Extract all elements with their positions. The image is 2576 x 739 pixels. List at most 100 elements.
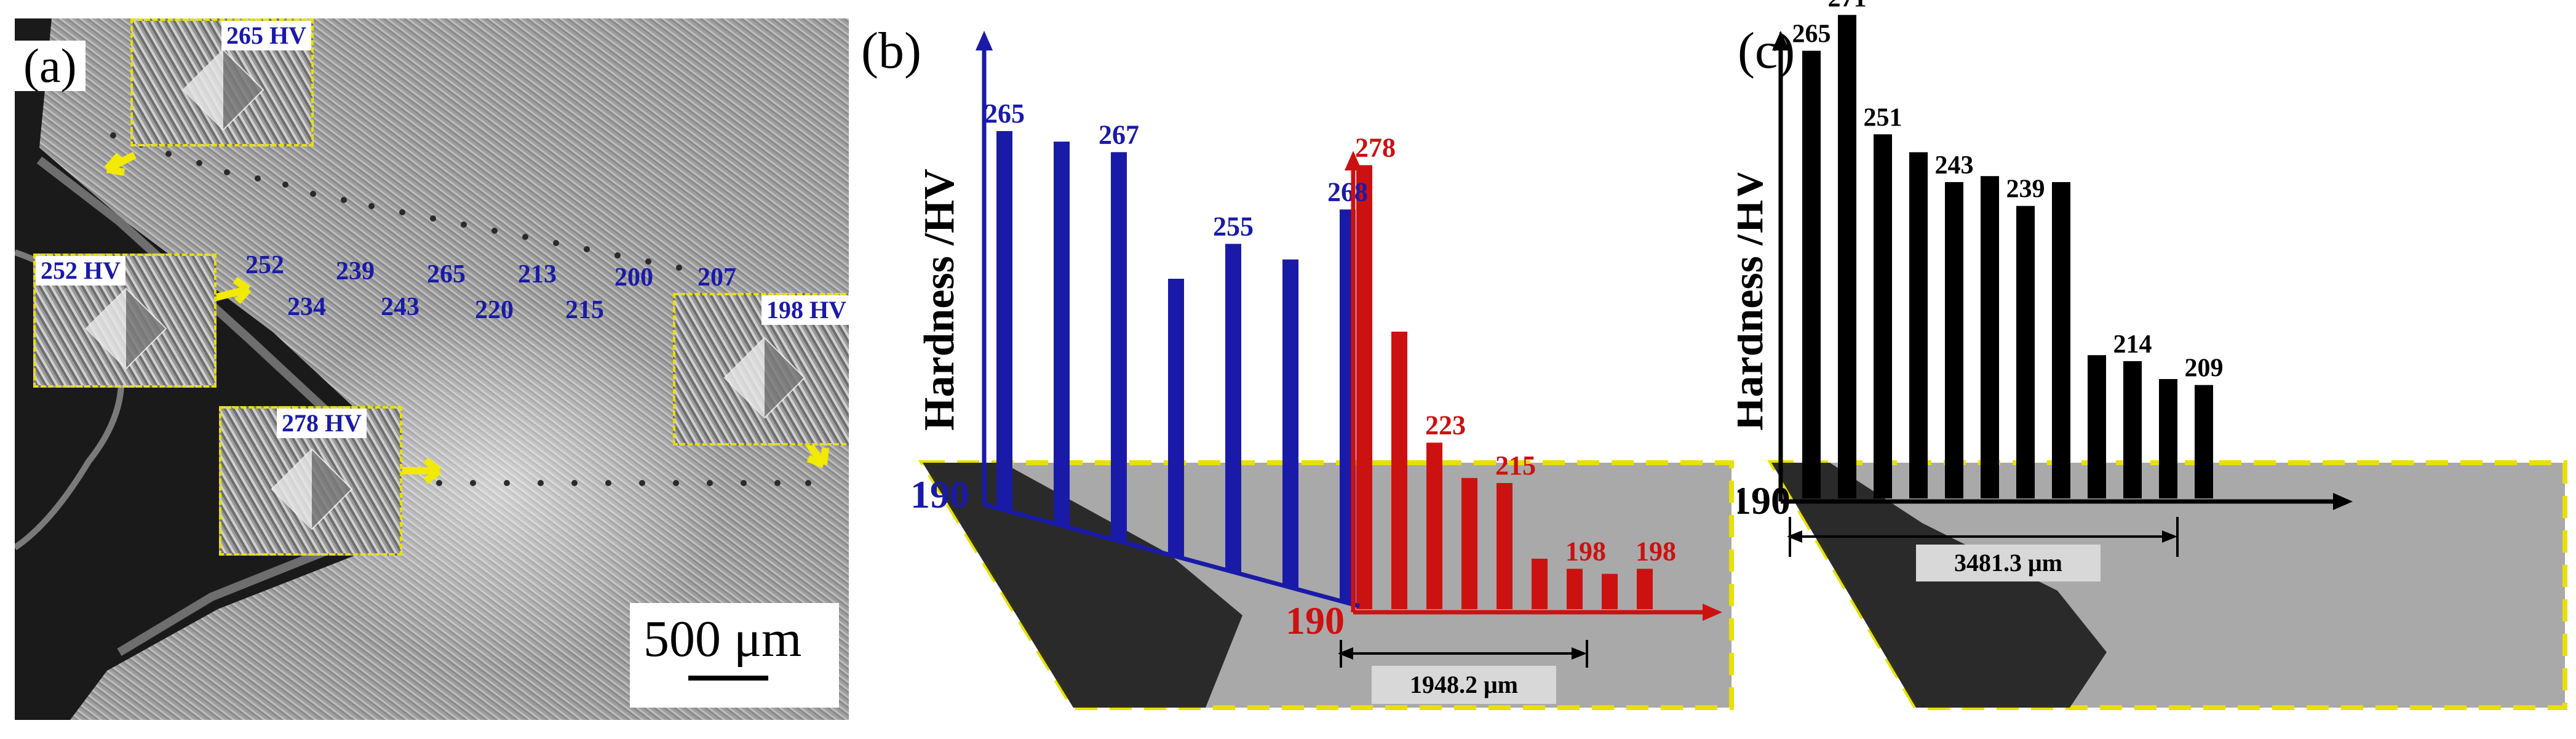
bar-blue [1111,152,1127,541]
inset-hv-label: 198 HV [761,295,849,325]
panel-c-chart: 265271251243239214209 3481.3 μm (c) 190 … [1725,0,2576,736]
bar [1945,182,1963,498]
inset-278: 278 HV [219,406,402,556]
indent-mark-icon [85,287,167,369]
hardness-value: 234 [287,293,326,321]
bar [2123,361,2142,498]
bar [2088,355,2106,498]
scale-bar-line [688,676,768,681]
data-label: 214 [2113,330,2152,359]
bar-red [1567,569,1583,609]
data-label: 198 [1636,536,1676,566]
panel-label: (b) [861,22,921,79]
bar-red [1637,569,1653,609]
scale-bar: 500 μm [630,603,839,708]
distance-arrow-icon [1338,647,1353,660]
data-label: 265 [984,98,1025,129]
bar [2016,206,2035,498]
inset-hv-label: 252 HV [36,256,125,286]
distance-label-bg [1372,666,1556,704]
distance-arrow-icon [1787,530,1802,543]
data-label: 223 [1425,410,1466,440]
chart-b-svg: 265 267 255 268 278 223 215 198 198 1948.2 μm (b… [861,22,1734,710]
x-axis-red-arrow-icon [1703,604,1722,621]
base-dark-region [1771,463,2107,708]
y-axis-label: Hardness /HV [1738,169,1772,431]
bar-blue [1054,142,1070,525]
bar-blue [1225,244,1241,572]
inset-hv-label: 278 HV [277,409,367,438]
y-axis-label: Hardness /HV [916,169,963,431]
micrograph-image: 265 HV 252 HV 278 HV 198 HV 252 239 265 … [15,18,849,720]
y-min-label: 190 [1738,479,1791,522]
hardness-value: 239 [336,257,375,286]
hardness-value: 207 [698,263,736,292]
data-label: 265 [1792,20,1831,49]
data-label: 268 [1327,177,1368,207]
hardness-value: 265 [427,260,466,289]
distance-label-bg [1916,545,2101,581]
data-label: 271 [1828,0,1867,12]
base-dark-region [923,463,1242,708]
distance-label: 1948.2 μm [1410,671,1518,698]
chart-c-axes: 3481.3 μm [1772,31,2353,581]
bar [2195,385,2213,498]
indent-mark-icon [182,49,264,131]
bar-red [1461,477,1477,609]
bar [1981,176,1999,498]
panel-label: (a) [15,41,85,91]
y-axis-arrow-icon [976,31,993,50]
hardness-value: 215 [565,296,604,324]
bar-red [1602,573,1618,609]
hardness-value: 252 [245,251,284,279]
bar-red [1426,442,1442,609]
chart-b-axes: 1948.2 μm [976,31,1722,704]
bar-blue [1168,279,1184,556]
data-label: 267 [1099,119,1139,150]
data-label: 243 [1935,151,1974,180]
inset-265: 265 HV [130,18,314,146]
distance-arrow-icon [2162,530,2177,543]
bar-red [1356,165,1372,609]
data-label: 239 [2006,175,2045,204]
data-label: 278 [1355,132,1396,162]
bar-blue [996,131,1012,509]
distance-label: 3481.3 μm [1954,549,2062,577]
data-label: 255 [1213,211,1254,241]
scale-bar-label: 500 μm [643,610,802,668]
bar [1802,50,1821,498]
y-axis-arrow-icon [1772,31,1789,50]
distance-arrow-icon [1572,647,1587,660]
y-axis-red-arrow-icon [1345,151,1362,170]
panel-a-micrograph: 265 HV 252 HV 278 HV 198 HV 252 239 265 … [0,0,861,736]
indent-mark-icon [271,448,353,530]
y-min-label: 190 [910,473,969,516]
x-axis-arrow-icon [2333,493,2353,510]
bar [2159,379,2177,498]
data-label: 251 [1864,103,1902,132]
hardness-value: 220 [475,296,514,324]
bar [1874,134,1892,499]
hardness-value: 200 [614,263,653,292]
chart-c-svg: 265271251243239214209 3481.3 μm (c) 190 … [1725,0,2567,710]
x-axis-blue [984,502,1360,609]
data-label: 198 [1565,536,1606,566]
panel-label: (c) [1738,22,1795,79]
data-label: 215 [1495,450,1536,481]
bar [2052,182,2070,498]
bar [1838,15,1856,499]
hardness-value: 243 [381,293,419,321]
panel-b-chart: 265 267 255 268 278 223 215 198 198 1948.2 μm (b… [861,0,1738,736]
indent-mark-icon [723,337,806,419]
bar [1909,152,1928,498]
bar-red [1391,332,1407,609]
bar-red [1532,559,1548,609]
y-min-label-red: 190 [1286,599,1345,642]
bar-blue [1282,259,1298,588]
inset-252: 252 HV [33,254,217,388]
inset-hv-label: 265 HV [221,21,311,50]
hardness-value: 213 [518,260,557,289]
data-label: 209 [2185,354,2224,383]
inset-198: 198 HV [673,293,849,445]
bar-red [1497,483,1513,609]
